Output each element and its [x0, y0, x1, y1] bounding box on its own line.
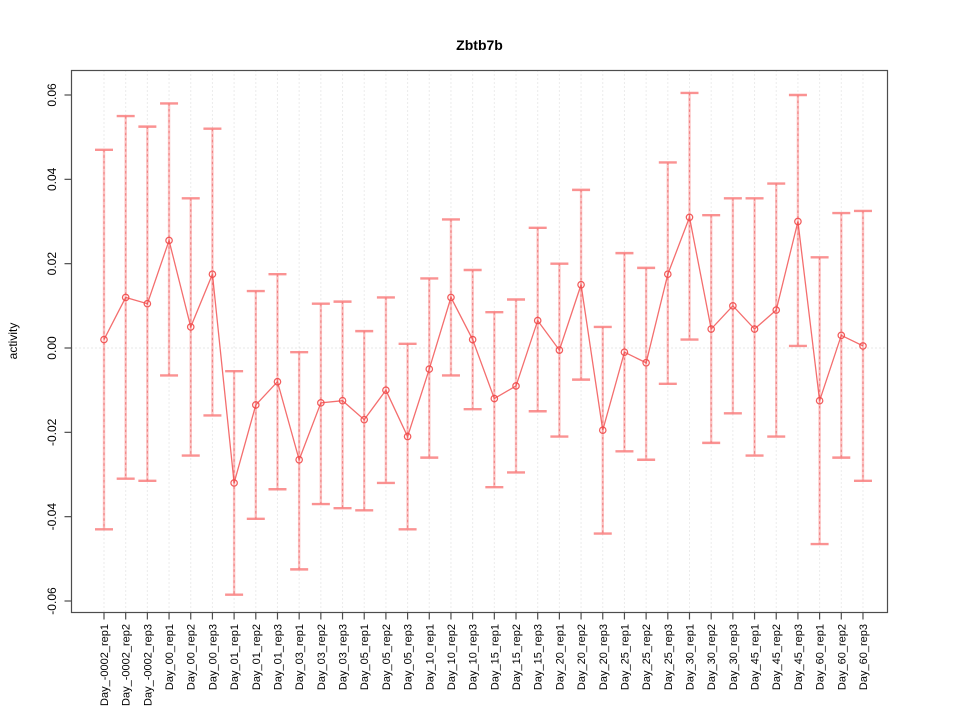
y-tick-label: -0.04: [45, 503, 59, 531]
x-tick-label: Day_00_rep3: [207, 624, 219, 690]
x-tick-label: Day_05_rep3: [403, 624, 415, 690]
data-points: [100, 213, 867, 487]
data-point: [273, 377, 282, 386]
data-point: [859, 342, 867, 350]
data-point: [425, 365, 434, 373]
x-tick-label: Day_01_rep2: [251, 624, 263, 690]
data-point: [533, 316, 542, 325]
x-tick-label: Day_60_rep3: [858, 624, 870, 690]
x-tick-label: Day_45_rep2: [771, 624, 783, 690]
data-point: [707, 325, 716, 333]
x-tick-label: Day_30_rep1: [684, 624, 696, 690]
data-point: [620, 348, 629, 357]
data-point: [577, 280, 585, 289]
x-tick-label: Day_01_rep1: [229, 624, 241, 690]
data-point: [121, 293, 130, 302]
chart-title: Zbtb7b: [456, 37, 503, 53]
data-point: [468, 335, 477, 344]
x-tick-label: Day_20_rep1: [554, 624, 566, 690]
y-tick-label: 0.00: [45, 336, 59, 360]
data-point: [794, 217, 802, 226]
data-point: [360, 415, 369, 424]
data-point: [555, 346, 564, 354]
data-point: [317, 398, 325, 407]
y-tick-label: -0.02: [45, 418, 59, 446]
error-bars: [95, 91, 872, 596]
x-tick-label: Day_30_rep2: [706, 624, 718, 690]
x-tick-label: Day_03_rep1: [294, 624, 306, 690]
x-tick-label: Day_10_rep2: [446, 624, 458, 690]
x-tick-label: Day_10_rep3: [468, 624, 480, 690]
data-point: [447, 293, 455, 302]
x-tick-label: Day_25_rep1: [619, 624, 631, 690]
plot-box: [70, 69, 889, 614]
data-point: [338, 396, 347, 405]
x-tick-label: Day_20_rep3: [598, 624, 610, 690]
data-point: [642, 358, 650, 367]
data-point: [598, 426, 607, 435]
x-tick-label: Day_15_rep3: [533, 624, 545, 690]
data-point: [295, 455, 303, 464]
x-tick-label: Day_-0002_rep2: [121, 624, 133, 706]
data-point: [251, 401, 260, 409]
x-tick-label: Day_-0002_rep1: [99, 624, 111, 706]
x-tick-label: Day_45_rep1: [750, 624, 762, 690]
y-axis: 0.06 0.04 0.02 0.00 -0.02 -0.04 -0.06: [45, 83, 72, 615]
x-tick-label: Day_05_rep2: [381, 624, 393, 690]
data-point: [382, 386, 390, 394]
data-point: [815, 396, 824, 405]
y-tick-label: 0.02: [45, 252, 59, 276]
data-point: [750, 325, 759, 333]
series-polyline: [103, 214, 864, 484]
data-point: [165, 236, 173, 245]
x-tick-label: Day_03_rep3: [338, 624, 350, 690]
data-point: [403, 432, 412, 441]
data-point: [490, 394, 499, 403]
x-tick-label: Day_03_rep2: [316, 624, 328, 690]
x-tick-label: Day_05_rep1: [359, 624, 371, 690]
x-tick-label: Day_60_rep1: [815, 624, 827, 690]
y-tick-label: 0.06: [45, 83, 59, 107]
y-tick-label: 0.04: [45, 167, 59, 191]
x-tick-label: Day_20_rep2: [576, 624, 588, 690]
data-point: [685, 213, 694, 222]
data-point: [208, 270, 217, 279]
x-tick-label: Day_60_rep2: [836, 624, 848, 690]
data-point: [663, 270, 672, 279]
x-tick-label: Day_25_rep2: [641, 624, 653, 690]
x-tick-label: Day_-0002_rep3: [142, 624, 154, 706]
series-line: [103, 214, 864, 484]
x-tick-label: Day_30_rep3: [728, 624, 740, 690]
data-point: [143, 299, 152, 308]
data-point: [230, 479, 238, 487]
data-point: [512, 382, 520, 390]
x-tick-label: Day_01_rep3: [272, 624, 284, 690]
x-tick-label: Day_15_rep1: [489, 624, 501, 690]
x-axis: Day_-0002_rep1 Day_-0002_rep2 Day_-0002_re…: [99, 612, 870, 706]
x-tick-label: Day_00_rep1: [164, 624, 176, 690]
data-point: [837, 331, 846, 340]
data-point: [100, 335, 108, 344]
x-tick-label: Day_10_rep1: [424, 624, 436, 690]
data-point: [772, 306, 781, 314]
x-tick-label: Day_25_rep3: [663, 624, 675, 690]
data-point: [186, 323, 195, 331]
data-point: [729, 302, 737, 310]
x-tick-label: Day_15_rep2: [511, 624, 523, 690]
gridlines: [103, 70, 864, 613]
x-tick-label: Day_00_rep2: [186, 624, 198, 690]
y-tick-label: -0.06: [45, 587, 59, 615]
x-tick-label: Day_45_rep3: [793, 624, 805, 690]
